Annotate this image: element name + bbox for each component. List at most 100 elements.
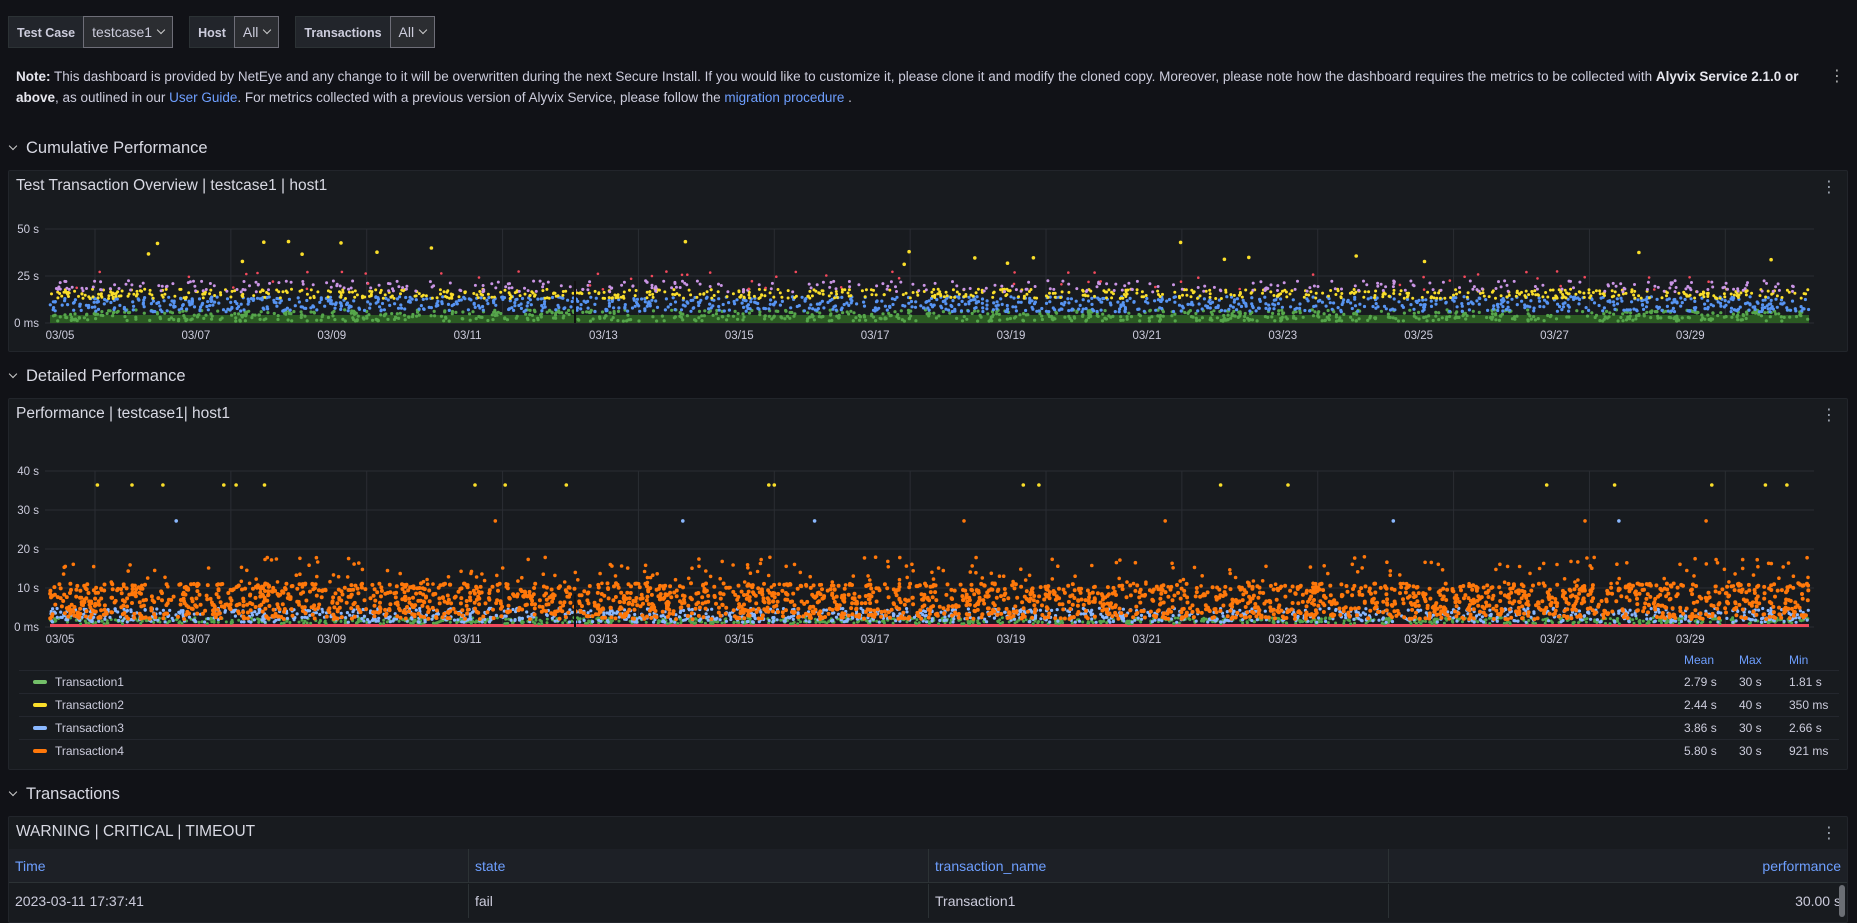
data-point	[1223, 309, 1227, 313]
data-point	[581, 287, 585, 291]
data-point	[1527, 293, 1531, 297]
data-point	[1729, 306, 1734, 310]
data-point	[1334, 293, 1338, 296]
data-point	[155, 607, 159, 611]
x-tick-label: 03/23	[1268, 634, 1297, 646]
data-point	[909, 299, 914, 304]
data-point	[1189, 302, 1193, 306]
data-point	[1013, 621, 1017, 625]
migration-procedure-link[interactable]: migration procedure	[724, 90, 845, 105]
data-point	[830, 318, 834, 323]
data-point	[1477, 289, 1481, 293]
data-point	[1785, 288, 1789, 292]
data-point	[481, 284, 485, 287]
data-point	[479, 296, 483, 300]
panel-menu-icon[interactable]: ⋮	[1821, 407, 1837, 424]
data-point	[1204, 617, 1208, 621]
data-point	[1775, 305, 1779, 309]
data-point	[351, 279, 355, 283]
user-guide-link[interactable]: User Guide	[169, 90, 238, 105]
data-point	[1208, 318, 1212, 322]
data-point	[598, 316, 602, 320]
data-point	[1147, 316, 1151, 320]
note-text: This dashboard is provided by NetEye and…	[50, 69, 1656, 84]
data-point	[485, 298, 489, 302]
data-point	[382, 314, 386, 318]
data-point	[1441, 280, 1445, 284]
data-point	[1323, 318, 1327, 322]
data-point	[725, 318, 729, 322]
data-point	[1407, 291, 1411, 295]
data-point	[140, 619, 144, 623]
data-point	[309, 288, 313, 292]
data-point	[522, 310, 526, 314]
data-point	[741, 318, 745, 322]
data-point	[1354, 319, 1358, 323]
data-point	[570, 299, 574, 304]
data-point	[1702, 295, 1706, 299]
data-point	[407, 299, 411, 303]
data-point	[972, 309, 977, 313]
data-point	[962, 622, 966, 626]
data-point	[363, 295, 367, 299]
host-dropdown[interactable]: All	[233, 16, 280, 48]
data-point	[992, 616, 997, 620]
data-point	[113, 618, 117, 622]
data-point	[1342, 298, 1346, 302]
data-point	[1340, 287, 1343, 291]
note-menu-icon[interactable]: ⋮	[1829, 68, 1845, 85]
data-point	[1526, 607, 1530, 611]
data-point	[881, 312, 885, 316]
data-point	[279, 299, 283, 303]
data-point	[111, 297, 115, 300]
data-point	[1724, 303, 1728, 307]
data-point	[1398, 292, 1402, 296]
data-point	[757, 620, 761, 624]
panel-menu-icon[interactable]: ⋮	[1821, 179, 1837, 196]
data-point	[653, 286, 657, 290]
data-point	[1490, 290, 1494, 294]
data-point	[454, 300, 458, 304]
data-point	[1326, 621, 1330, 625]
row-cumulative-performance[interactable]: Cumulative Performance	[8, 136, 208, 160]
transactions-dropdown[interactable]: All	[389, 16, 436, 48]
data-point	[1223, 618, 1228, 622]
series-band	[50, 624, 1809, 627]
data-point	[974, 291, 978, 295]
data-point	[1602, 306, 1606, 310]
data-point	[1431, 288, 1435, 292]
data-point	[843, 288, 847, 292]
data-point	[1432, 296, 1436, 300]
data-point	[1613, 290, 1617, 294]
data-point	[159, 308, 163, 312]
data-point	[897, 316, 901, 320]
data-point	[1130, 288, 1134, 291]
data-point	[328, 295, 333, 299]
data-point	[610, 318, 614, 322]
data-point	[955, 290, 959, 294]
data-point	[998, 318, 1002, 322]
data-point	[1463, 275, 1466, 278]
data-point	[891, 302, 895, 307]
test-case-dropdown[interactable]: testcase1	[83, 16, 174, 48]
data-point	[1124, 288, 1128, 292]
data-point	[1741, 288, 1745, 292]
row-detailed-performance[interactable]: Detailed Performance	[8, 364, 186, 388]
data-point	[1309, 620, 1313, 624]
data-point	[463, 291, 467, 295]
data-point	[252, 297, 256, 301]
data-point	[1288, 292, 1292, 296]
data-point	[717, 304, 721, 309]
data-point	[862, 300, 866, 304]
data-point	[1437, 318, 1441, 322]
data-point	[948, 311, 952, 315]
data-point	[1250, 304, 1255, 308]
data-point	[1161, 310, 1165, 314]
data-point	[1401, 305, 1405, 309]
data-point	[205, 304, 209, 309]
data-point	[744, 299, 748, 303]
data-point	[60, 294, 64, 298]
data-point	[913, 305, 918, 309]
